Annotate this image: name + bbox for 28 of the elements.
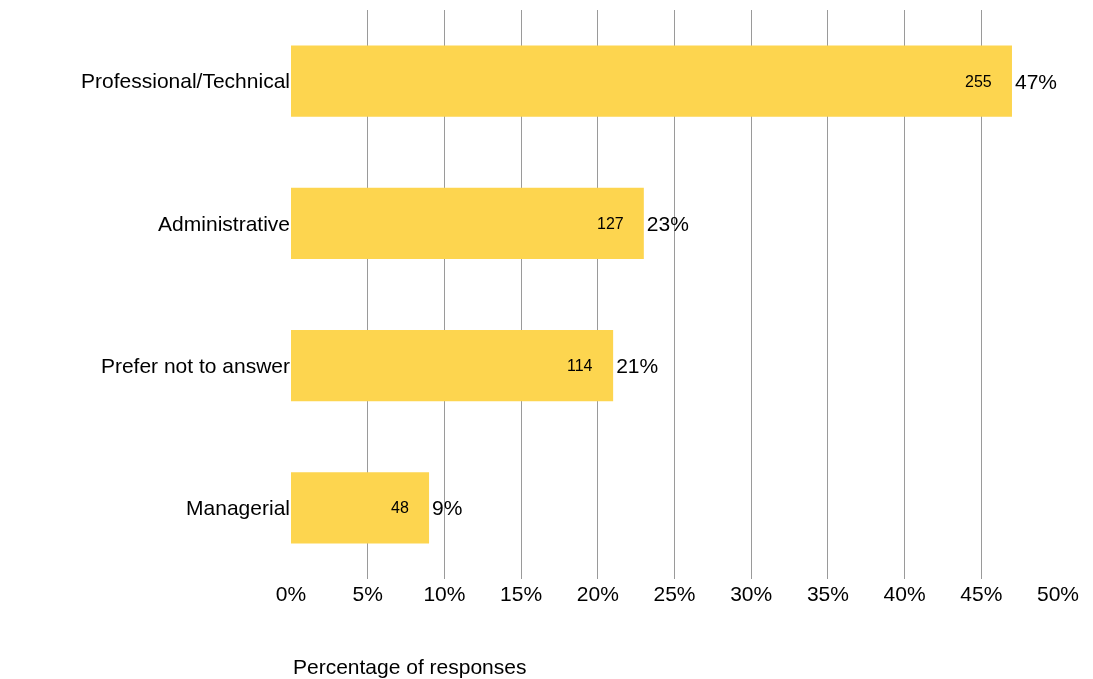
annotation: 114 — [567, 357, 593, 374]
x-tick-label: 10% — [423, 582, 466, 605]
annotation: 255 — [965, 73, 992, 90]
x-tick-label: 45% — [960, 582, 1003, 605]
bar — [291, 330, 614, 402]
x-tick-label: 40% — [883, 582, 926, 605]
x-tick-label: 25% — [653, 582, 696, 605]
data-label: 47% — [1014, 69, 1058, 93]
data-label: 9% — [432, 496, 463, 520]
y-tick-label: Prefer not to answer — [100, 353, 291, 377]
bar — [291, 45, 1012, 117]
annotation: 127 — [597, 215, 624, 232]
annotation: 48 — [391, 499, 409, 516]
x-axis-title: Percentage of responses — [293, 655, 527, 678]
x-tick-label: 50% — [1036, 582, 1080, 605]
x-tick-label: 5% — [352, 582, 383, 605]
bar — [291, 472, 430, 544]
data-label: 23% — [646, 211, 689, 235]
x-tick-label: 35% — [806, 582, 849, 605]
x-tick-label: 30% — [730, 582, 773, 605]
data-label: 21% — [616, 354, 659, 378]
x-tick-label: 0% — [275, 582, 307, 605]
x-tick-label: 15% — [500, 582, 543, 605]
y-tick-label: Managerial — [186, 496, 290, 520]
y-tick-label: Administrative — [158, 211, 290, 235]
x-tick-label: 20% — [576, 582, 619, 605]
bar — [291, 187, 644, 259]
y-tick-label: Professional/Technical — [81, 69, 290, 93]
